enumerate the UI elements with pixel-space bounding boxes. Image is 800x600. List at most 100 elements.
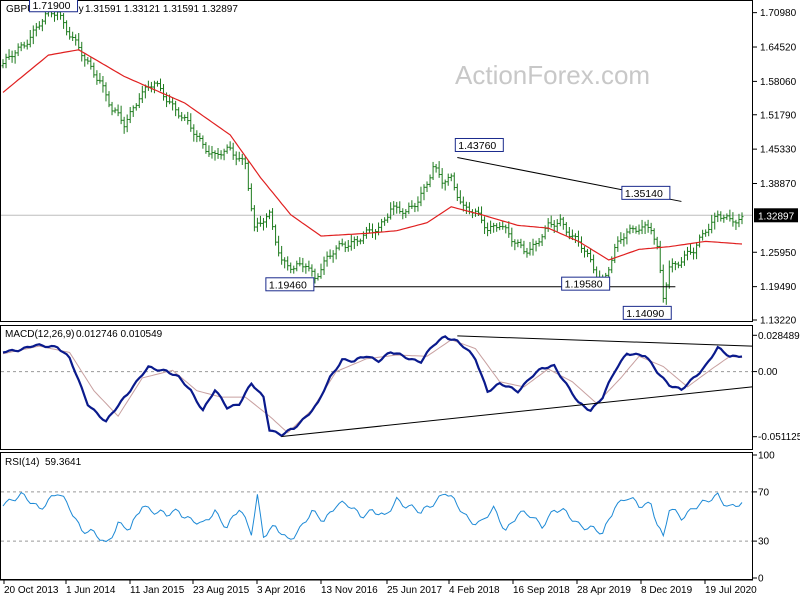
ohlc-bar <box>355 235 359 247</box>
x-tick-label: 13 Nov 2016 <box>321 585 378 596</box>
annotation-box <box>29 0 79 13</box>
ohlc-bar <box>558 214 562 227</box>
price-annotation: 1.71900 <box>29 0 79 13</box>
ohlc-bar <box>713 212 717 230</box>
ohlc-bar <box>316 273 320 281</box>
rsi-y-axis: 100 70 30 0 <box>753 451 775 585</box>
macd-line <box>2 335 743 438</box>
rsi-tick-label: 70 <box>758 487 770 498</box>
watermark: ActionForex.com <box>455 60 650 90</box>
ohlc-bar <box>443 179 447 191</box>
ohlc-bar <box>246 160 250 191</box>
ohlc-bar <box>98 72 102 84</box>
ohlc-bar <box>171 97 175 111</box>
ohlc-bar <box>392 201 396 215</box>
ohlc-bar <box>192 124 196 142</box>
ohlc-bar <box>301 257 305 273</box>
ohlc-bar <box>231 142 235 160</box>
ohlc-bar <box>155 80 159 87</box>
ohlc-bar <box>243 156 247 170</box>
ohlc-bar <box>573 233 577 244</box>
ohlc-bar <box>349 234 353 251</box>
ohlc-bar <box>68 26 72 40</box>
ohlc-bar <box>692 247 696 260</box>
price-trendlines <box>305 156 682 288</box>
ohlc-bar <box>122 116 126 134</box>
annotation-label: 1.19460 <box>269 279 307 291</box>
ohlc-bar <box>255 217 259 232</box>
ohlc-bar <box>431 161 435 180</box>
ohlc-bar <box>492 222 496 233</box>
macd-tick-label: 0.028489 <box>758 331 800 342</box>
ohlc-bar <box>343 241 347 253</box>
ohlc-bar <box>446 173 450 186</box>
ohlc-bar <box>464 201 468 215</box>
ohlc-bar <box>304 263 308 274</box>
rsi-value: 59.3641 <box>45 457 82 468</box>
ohlc-bar <box>631 225 635 234</box>
ohlc-bar <box>704 229 708 237</box>
ohlc-bar <box>698 234 702 248</box>
ohlc-bar <box>592 254 596 274</box>
ohlc-bar <box>437 161 441 178</box>
x-tick-label: 1 Jun 2014 <box>66 585 116 596</box>
ohlc-bar <box>210 145 214 159</box>
ohlc-bar <box>507 221 511 238</box>
ohlc-bar <box>410 200 414 210</box>
rsi-tick-label: 0 <box>758 574 764 585</box>
ohlc-bar <box>682 250 686 266</box>
ohlc-bar <box>40 18 44 32</box>
ohlc-bar <box>661 264 665 303</box>
ohlc-bar <box>222 148 226 161</box>
ohlc-bar <box>685 246 689 261</box>
ohlc-bar <box>664 282 668 305</box>
annotation-box <box>621 185 671 200</box>
ohlc-bar <box>234 151 238 166</box>
ohlc-bar <box>346 239 350 252</box>
ohlc-bar <box>180 111 184 122</box>
ohlc-bar <box>25 39 29 50</box>
ohlc-bar <box>74 34 78 46</box>
ohlc-bar <box>7 49 11 60</box>
ohlc-bar <box>646 219 650 233</box>
ohlc-bar <box>461 196 465 212</box>
ohlc-bar <box>607 266 611 279</box>
ohlc-bar <box>174 100 178 117</box>
ohlc-bar <box>625 228 629 245</box>
ohlc-bar <box>65 20 69 36</box>
ohlc-bar <box>495 223 499 232</box>
ohlc-bar <box>449 173 453 182</box>
ohlc-bar <box>186 111 190 125</box>
ohlc-bar <box>549 215 553 228</box>
ohlc-bar <box>576 230 580 247</box>
ohlc-bar <box>510 227 514 247</box>
ohlc-bar <box>1 59 5 69</box>
ohlc-bar <box>676 261 680 269</box>
ohlc-bar <box>34 22 38 37</box>
rsi-gridlines <box>1 491 752 542</box>
ohlc-bar <box>737 213 741 228</box>
current-price-label: 1.32897 <box>758 211 795 222</box>
ohlc-bar <box>413 202 417 213</box>
ohlc-bar <box>31 25 35 45</box>
x-tick-label: 3 Apr 2016 <box>257 585 306 596</box>
ohlc-bar <box>83 53 87 67</box>
ohlc-bar <box>240 153 244 165</box>
ohlc-bar <box>616 236 620 252</box>
macd-trendline <box>457 335 753 347</box>
price-tick-label: 1.51790 <box>760 110 797 121</box>
macd-title: MACD(12,26,9) <box>5 329 74 340</box>
ohlc-bar <box>628 224 632 235</box>
ohlc-bar <box>92 62 96 78</box>
ohlc-bar <box>707 223 711 237</box>
annotation-label: 1.43760 <box>458 140 496 152</box>
ohlc-bar <box>310 264 314 277</box>
ohlc-bar <box>643 221 647 235</box>
macd-values: 0.012746 0.010549 <box>76 329 163 340</box>
ohlc-bar <box>216 147 220 159</box>
ohlc-bar <box>62 13 66 29</box>
ohlc-bar <box>434 163 438 173</box>
ohlc-bar <box>252 205 256 232</box>
price-annotation: 1.14090 <box>622 305 672 320</box>
ohlc-bar <box>389 202 393 220</box>
